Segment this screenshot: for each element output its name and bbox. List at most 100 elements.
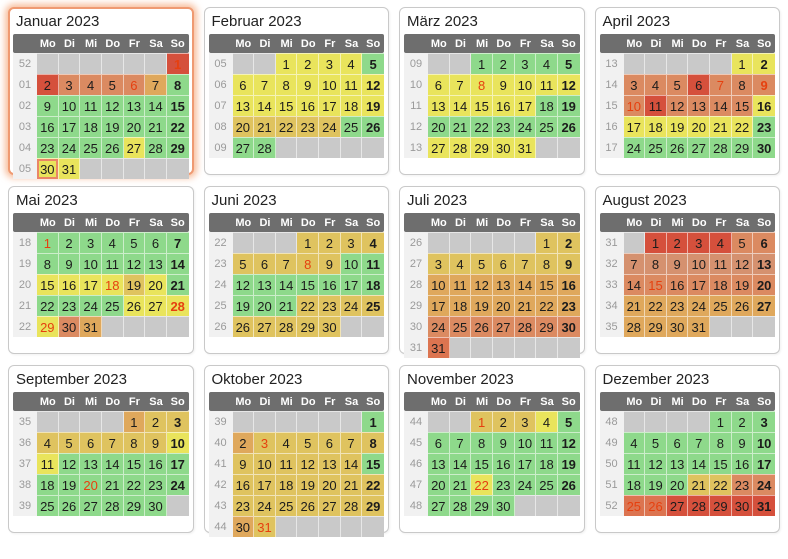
day-cell[interactable]: 18 bbox=[449, 295, 472, 316]
day-cell[interactable]: 24 bbox=[753, 474, 775, 495]
day-cell[interactable]: 3 bbox=[514, 53, 537, 74]
day-cell[interactable]: 12 bbox=[123, 253, 146, 274]
day-cell[interactable]: 9 bbox=[666, 253, 689, 274]
day-cell[interactable]: 17 bbox=[514, 453, 537, 474]
day-cell[interactable]: 20 bbox=[428, 474, 450, 495]
day-cell[interactable]: 8 bbox=[166, 74, 189, 95]
day-cell[interactable]: 16 bbox=[492, 453, 515, 474]
day-cell[interactable]: 29 bbox=[37, 316, 59, 337]
day-cell[interactable]: 17 bbox=[58, 116, 81, 137]
day-cell[interactable]: 22 bbox=[166, 116, 189, 137]
day-cell[interactable]: 4 bbox=[340, 53, 363, 74]
day-cell[interactable]: 9 bbox=[492, 432, 515, 453]
day-cell[interactable]: 8 bbox=[275, 74, 298, 95]
day-cell[interactable]: 25 bbox=[623, 495, 646, 516]
day-cell[interactable]: 5 bbox=[101, 74, 124, 95]
day-cell[interactable]: 31 bbox=[688, 316, 711, 337]
day-cell[interactable]: 7 bbox=[101, 432, 124, 453]
day-cell[interactable]: 19 bbox=[557, 453, 580, 474]
day-cell[interactable]: 6 bbox=[688, 74, 711, 95]
day-cell[interactable]: 23 bbox=[37, 137, 59, 158]
day-cell[interactable]: 8 bbox=[536, 253, 558, 274]
day-cell[interactable]: 3 bbox=[166, 411, 189, 432]
day-cell[interactable]: 25 bbox=[80, 137, 102, 158]
day-cell[interactable]: 12 bbox=[645, 453, 667, 474]
day-cell[interactable]: 1 bbox=[166, 53, 189, 74]
day-cell[interactable]: 8 bbox=[297, 253, 320, 274]
day-cell[interactable]: 19 bbox=[58, 474, 81, 495]
day-cell[interactable]: 5 bbox=[645, 432, 667, 453]
day-cell[interactable]: 26 bbox=[557, 474, 580, 495]
month-panel-april[interactable]: April 2023 Mo Di Mi Do Fr Sa So 13 1 2 14 3 4 5 6 7 8 9 15 1… bbox=[594, 7, 780, 175]
day-cell[interactable]: 22 bbox=[123, 474, 146, 495]
day-cell[interactable]: 20 bbox=[492, 295, 515, 316]
day-cell[interactable]: 30 bbox=[492, 495, 515, 516]
day-cell[interactable]: 25 bbox=[710, 295, 732, 316]
day-cell[interactable]: 13 bbox=[319, 453, 341, 474]
day-cell[interactable]: 19 bbox=[232, 295, 255, 316]
day-cell[interactable]: 23 bbox=[232, 495, 255, 516]
day-cell[interactable]: 10 bbox=[80, 253, 102, 274]
day-cell[interactable]: 21 bbox=[145, 116, 167, 137]
day-cell[interactable]: 20 bbox=[254, 295, 276, 316]
day-cell[interactable]: 4 bbox=[80, 74, 102, 95]
day-cell[interactable]: 17 bbox=[753, 453, 775, 474]
day-cell[interactable]: 31 bbox=[753, 495, 775, 516]
day-cell[interactable]: 31 bbox=[58, 158, 81, 179]
day-cell[interactable]: 9 bbox=[319, 253, 341, 274]
day-cell[interactable]: 17 bbox=[688, 274, 711, 295]
day-cell[interactable]: 17 bbox=[340, 274, 363, 295]
day-cell[interactable]: 20 bbox=[123, 116, 146, 137]
day-cell[interactable]: 14 bbox=[101, 453, 124, 474]
day-cell[interactable]: 18 bbox=[710, 274, 732, 295]
day-cell[interactable]: 26 bbox=[297, 495, 320, 516]
day-cell[interactable]: 14 bbox=[145, 95, 167, 116]
day-cell[interactable]: 10 bbox=[753, 432, 775, 453]
day-cell[interactable]: 10 bbox=[340, 253, 363, 274]
day-cell[interactable]: 20 bbox=[319, 474, 341, 495]
day-cell[interactable]: 4 bbox=[101, 232, 124, 253]
day-cell[interactable]: 29 bbox=[297, 316, 320, 337]
day-cell[interactable]: 12 bbox=[362, 74, 384, 95]
day-cell[interactable]: 10 bbox=[514, 432, 537, 453]
day-cell[interactable]: 1 bbox=[731, 53, 754, 74]
month-panel-februar[interactable]: Februar 2023 Mo Di Mi Do Fr Sa So 05 1 2 3 4 5 06 6 7 8 9 1… bbox=[203, 7, 389, 175]
day-cell[interactable]: 15 bbox=[471, 453, 493, 474]
day-cell[interactable]: 18 bbox=[80, 116, 102, 137]
day-cell[interactable]: 6 bbox=[319, 432, 341, 453]
day-cell[interactable]: 25 bbox=[101, 295, 124, 316]
day-cell[interactable]: 26 bbox=[645, 495, 667, 516]
day-cell[interactable]: 26 bbox=[731, 295, 754, 316]
day-cell[interactable]: 14 bbox=[340, 453, 363, 474]
day-cell[interactable]: 23 bbox=[492, 116, 515, 137]
day-cell[interactable]: 7 bbox=[166, 232, 189, 253]
day-cell[interactable]: 28 bbox=[101, 495, 124, 516]
day-cell[interactable]: 30 bbox=[492, 137, 515, 158]
day-cell[interactable]: 29 bbox=[471, 495, 493, 516]
day-cell[interactable]: 2 bbox=[492, 411, 515, 432]
day-cell[interactable]: 15 bbox=[710, 453, 732, 474]
day-cell[interactable]: 15 bbox=[362, 453, 384, 474]
day-cell[interactable]: 9 bbox=[753, 74, 775, 95]
day-cell[interactable]: 14 bbox=[514, 274, 537, 295]
day-cell[interactable]: 2 bbox=[557, 232, 580, 253]
day-cell[interactable]: 22 bbox=[731, 116, 754, 137]
day-cell[interactable]: 16 bbox=[232, 474, 255, 495]
day-cell[interactable]: 21 bbox=[166, 274, 189, 295]
day-cell[interactable]: 10 bbox=[688, 253, 711, 274]
day-cell[interactable]: 4 bbox=[645, 74, 667, 95]
day-cell[interactable]: 7 bbox=[710, 74, 732, 95]
day-cell[interactable]: 5 bbox=[232, 253, 255, 274]
day-cell[interactable]: 3 bbox=[623, 74, 646, 95]
day-cell[interactable]: 29 bbox=[536, 316, 558, 337]
day-cell[interactable]: 7 bbox=[449, 432, 472, 453]
day-cell[interactable]: 30 bbox=[58, 316, 81, 337]
day-cell[interactable]: 7 bbox=[623, 253, 646, 274]
day-cell[interactable]: 31 bbox=[428, 337, 450, 358]
day-cell[interactable]: 8 bbox=[471, 432, 493, 453]
day-cell[interactable]: 16 bbox=[557, 274, 580, 295]
day-cell[interactable]: 11 bbox=[710, 253, 732, 274]
day-cell[interactable]: 19 bbox=[471, 295, 493, 316]
day-cell[interactable]: 11 bbox=[340, 74, 363, 95]
day-cell[interactable]: 11 bbox=[275, 453, 298, 474]
